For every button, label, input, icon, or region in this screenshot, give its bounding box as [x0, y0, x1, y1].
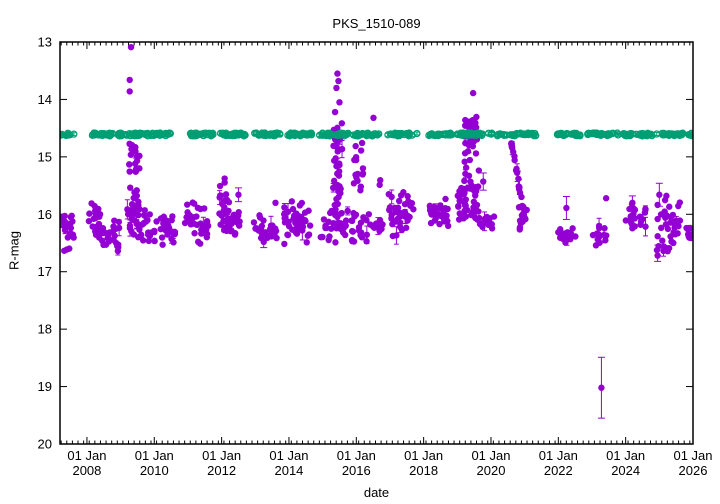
y-tick-label: 15 — [38, 149, 52, 164]
data-points-object — [60, 43, 693, 419]
y-tick-label: 14 — [38, 92, 52, 107]
x-tick-year: 2020 — [477, 463, 506, 478]
x-tick-label: 01 Jan — [269, 448, 308, 463]
chart-title: PKS_1510-089 — [332, 16, 421, 31]
x-tick-label: 01 Jan — [135, 448, 174, 463]
x-axis-label: date — [363, 485, 390, 500]
y-tick-label: 17 — [38, 264, 52, 279]
x-tick-label: 01 Jan — [202, 448, 241, 463]
x-tick-year: 2022 — [544, 463, 573, 478]
x-tick-label: 01 Jan — [67, 448, 106, 463]
x-tick-year: 2014 — [274, 463, 303, 478]
x-tick-label: 01 Jan — [337, 448, 376, 463]
x-tick-year: 2024 — [611, 463, 640, 478]
y-tick-label: 18 — [38, 322, 52, 337]
y-tick-label: 13 — [38, 35, 52, 50]
x-tick-year: 2018 — [409, 463, 438, 478]
x-tick-year: 2010 — [140, 463, 169, 478]
y-tick-label: 20 — [38, 437, 52, 452]
x-tick-label: 01 Jan — [471, 448, 510, 463]
x-tick-year: 2012 — [207, 463, 236, 478]
x-tick-label: 01 Jan — [539, 448, 578, 463]
x-tick-label: 01 Jan — [673, 448, 712, 463]
x-tick-label: 01 Jan — [404, 448, 443, 463]
y-tick-label: 19 — [38, 379, 52, 394]
x-tick-label: 01 Jan — [606, 448, 645, 463]
y-tick-label: 16 — [38, 207, 52, 222]
x-tick-year: 2026 — [679, 463, 708, 478]
data-points-comparison — [60, 129, 693, 140]
x-tick-year: 2016 — [342, 463, 371, 478]
plot-frame — [59, 41, 694, 445]
x-tick-year: 2008 — [72, 463, 101, 478]
